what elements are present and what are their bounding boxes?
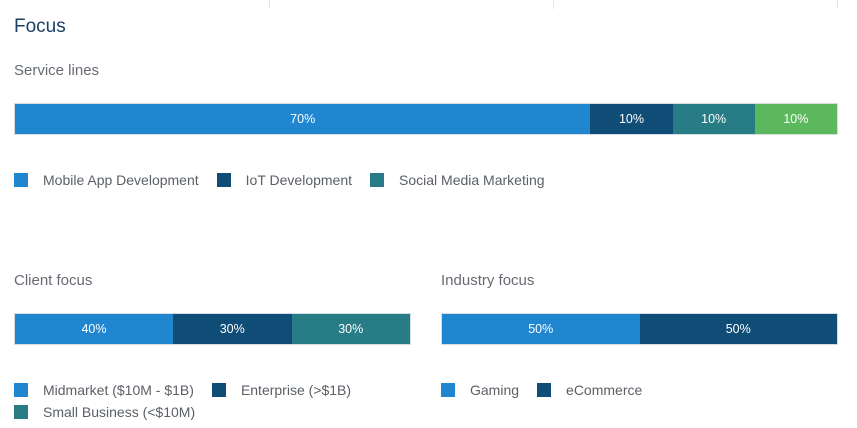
- legend-swatch: [441, 383, 455, 397]
- legend-swatch: [14, 383, 28, 397]
- legend-label: Gaming: [470, 382, 520, 398]
- top-divider: [553, 0, 554, 9]
- client-focus-label: Client focus: [14, 272, 93, 289]
- legend-swatch: [14, 173, 28, 187]
- client-focus-segment: 30%: [291, 314, 410, 344]
- service-lines-segment: 10%: [754, 104, 837, 134]
- industry-focus-legend: Gaming eCommerce: [441, 382, 838, 398]
- legend-swatch: [537, 383, 552, 397]
- legend-item: Social Media Marketing: [370, 172, 545, 188]
- service-lines-segment: 10%: [590, 104, 673, 134]
- service-lines-legend: Mobile App Development IoT Development Soc…: [14, 172, 834, 188]
- legend-label: Enterprise (>$1B): [240, 382, 352, 398]
- client-focus-legend: Midmarket ($10M - $1B) Enterprise (>$1B) S…: [14, 382, 411, 420]
- legend-swatch: [14, 405, 28, 419]
- legend-label: Small Business (<$10M): [43, 404, 196, 420]
- legend-item: Gaming: [441, 382, 519, 398]
- legend-item: Midmarket ($10M - $1B): [14, 382, 194, 398]
- service-lines-segment: 70%: [15, 104, 591, 134]
- industry-focus-bar: 50% 50%: [441, 313, 838, 345]
- legend-item: Mobile App Development: [14, 172, 199, 188]
- industry-focus-label: Industry focus: [441, 272, 535, 289]
- section-title: Focus: [14, 16, 66, 37]
- legend-item: eCommerce: [537, 382, 642, 398]
- industry-focus-segment: 50%: [442, 314, 640, 344]
- client-focus-segment: 30%: [173, 314, 292, 344]
- top-divider: [837, 0, 838, 9]
- legend-swatch: [211, 383, 226, 397]
- legend-label: IoT Development: [245, 172, 353, 188]
- legend-item: IoT Development: [216, 172, 353, 188]
- service-lines-bar: 70% 10% 10% 10%: [14, 103, 838, 135]
- top-divider: [269, 0, 270, 9]
- legend-item: Enterprise (>$1B): [211, 382, 352, 398]
- client-focus-bar: 40% 30% 30%: [14, 313, 411, 345]
- legend-item: Small Business (<$10M): [14, 404, 195, 420]
- legend-swatch: [370, 173, 385, 187]
- legend-label: Mobile App Development: [43, 172, 199, 188]
- industry-focus-segment: 50%: [639, 314, 837, 344]
- legend-label: eCommerce: [566, 382, 643, 398]
- service-lines-label: Service lines: [14, 62, 100, 79]
- legend-label: Social Media Marketing: [399, 172, 545, 188]
- client-focus-segment: 40%: [15, 314, 173, 344]
- legend-swatch: [216, 173, 231, 187]
- service-lines-segment: 10%: [672, 104, 755, 134]
- legend-label: Midmarket ($10M - $1B): [43, 382, 194, 398]
